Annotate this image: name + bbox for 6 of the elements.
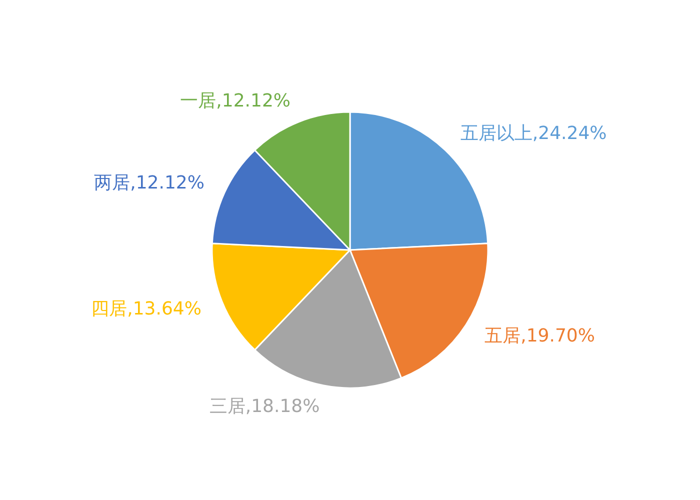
slice-label: 五居以上,24.24% [460,123,607,144]
slice-label: 一居,12.12% [180,90,291,112]
slice-label: 五居,19.70% [484,325,595,346]
slice-label: 两居,12.12% [94,172,204,194]
slice-label: 三居,18.18% [209,396,320,418]
slice-label: 四居,13.64% [91,298,202,320]
